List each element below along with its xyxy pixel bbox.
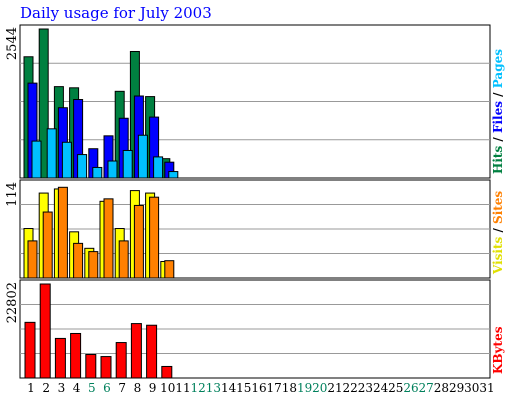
ymax-label: 22802 bbox=[5, 282, 20, 323]
day-label-1: 1 bbox=[27, 381, 35, 395]
bar-pages-day-2 bbox=[46, 128, 57, 179]
bar-sites-day-5 bbox=[88, 251, 99, 279]
bar-sites-day-1 bbox=[27, 240, 38, 279]
bar-kbytes-day-5 bbox=[85, 354, 97, 379]
bar-kbytes-day-9 bbox=[146, 324, 158, 379]
bar-kbytes-day-6 bbox=[100, 356, 112, 379]
ymax-label: 2544 bbox=[5, 27, 20, 60]
bar-hits-day-2 bbox=[38, 28, 49, 179]
bar-pages-day-5 bbox=[92, 166, 103, 179]
day-label-4: 4 bbox=[73, 381, 81, 395]
day-label-30: 30 bbox=[464, 381, 479, 395]
chart-title: Daily usage for July 2003 bbox=[20, 4, 212, 22]
day-label-5: 5 bbox=[88, 381, 96, 395]
panel-hits_files_pages: 2544 Hits / Files / Pages bbox=[5, 24, 505, 179]
day-label-28: 28 bbox=[434, 381, 449, 395]
day-label-20: 20 bbox=[312, 381, 327, 395]
day-label-12: 12 bbox=[191, 381, 206, 395]
day-label-19: 19 bbox=[297, 381, 312, 395]
day-label-7: 7 bbox=[118, 381, 126, 395]
bar-pages-day-8 bbox=[137, 134, 148, 179]
day-label-8: 8 bbox=[134, 381, 142, 395]
bar-kbytes-day-4 bbox=[70, 332, 82, 379]
day-label-6: 6 bbox=[103, 381, 111, 395]
panel-kbytes: 22802 KBytes bbox=[5, 279, 505, 379]
bar-sites-day-3 bbox=[57, 186, 68, 279]
bar-sites-day-10 bbox=[164, 260, 175, 279]
bar-sites-day-4 bbox=[73, 242, 84, 279]
bar-kbytes-day-8 bbox=[130, 323, 142, 379]
bar-kbytes-day-3 bbox=[54, 337, 66, 379]
day-label-23: 23 bbox=[358, 381, 373, 395]
legend-hits: Hits bbox=[491, 146, 505, 174]
chart-panels: 2544 Hits / Files / Pages 114 Visits / Site… bbox=[5, 24, 505, 379]
panel-legend: Visits / Sites bbox=[491, 191, 505, 275]
day-label-9: 9 bbox=[149, 381, 157, 395]
bar-kbytes-day-10 bbox=[161, 365, 173, 379]
legend-files: Files bbox=[491, 101, 505, 133]
day-label-26: 26 bbox=[403, 381, 418, 395]
day-label-22: 22 bbox=[343, 381, 358, 395]
bar-sites-day-8 bbox=[133, 204, 144, 279]
bar-kbytes-day-2 bbox=[39, 283, 51, 379]
bar-pages-day-7 bbox=[122, 149, 133, 179]
day-label-15: 15 bbox=[236, 381, 251, 395]
panel-visits_sites: 114 Visits / Sites bbox=[5, 179, 505, 279]
day-label-18: 18 bbox=[282, 381, 297, 395]
day-label-11: 11 bbox=[175, 381, 190, 395]
legend-visits: Visits bbox=[491, 236, 505, 275]
day-label-10: 10 bbox=[160, 381, 175, 395]
ymax-label: 114 bbox=[5, 182, 20, 207]
day-label-25: 25 bbox=[388, 381, 403, 395]
bar-pages-day-1 bbox=[31, 140, 42, 179]
legend-separator: / bbox=[491, 88, 505, 101]
legend-pages: Pages bbox=[491, 49, 505, 89]
bar-kbytes-day-1 bbox=[24, 321, 36, 379]
day-label-27: 27 bbox=[419, 381, 434, 395]
day-label-21: 21 bbox=[327, 381, 342, 395]
day-label-13: 13 bbox=[206, 381, 221, 395]
day-label-2: 2 bbox=[42, 381, 50, 395]
panel-legend: KBytes bbox=[491, 326, 505, 374]
legend-kbytes: KBytes bbox=[491, 326, 505, 374]
day-label-3: 3 bbox=[58, 381, 66, 395]
day-label-17: 17 bbox=[267, 381, 282, 395]
legend-separator: / bbox=[491, 224, 505, 237]
bar-pages-day-9 bbox=[153, 156, 164, 179]
bar-sites-day-6 bbox=[103, 198, 114, 279]
day-label-14: 14 bbox=[221, 381, 237, 395]
bar-pages-day-10 bbox=[168, 171, 179, 179]
bar-pages-day-6 bbox=[107, 160, 118, 179]
day-label-29: 29 bbox=[449, 381, 464, 395]
day-label-16: 16 bbox=[251, 381, 266, 395]
panel-legend: Hits / Files / Pages bbox=[491, 49, 505, 174]
bar-pages-day-4 bbox=[77, 154, 88, 179]
legend-sites: Sites bbox=[491, 191, 505, 224]
day-label-31: 31 bbox=[479, 381, 494, 395]
day-label-24: 24 bbox=[373, 381, 389, 395]
legend-separator: / bbox=[491, 133, 505, 146]
bar-sites-day-2 bbox=[42, 211, 53, 279]
bar-sites-day-9 bbox=[149, 196, 160, 279]
bar-kbytes-day-7 bbox=[115, 342, 127, 379]
bar-pages-day-3 bbox=[61, 141, 72, 179]
bar-sites-day-7 bbox=[118, 240, 129, 279]
x-axis-day-labels: 1 2 3 4 5 6 7 8 9 10 11 12 13 14 15 16 17 18 19 20 21 22 23 24 2… bbox=[27, 381, 494, 395]
